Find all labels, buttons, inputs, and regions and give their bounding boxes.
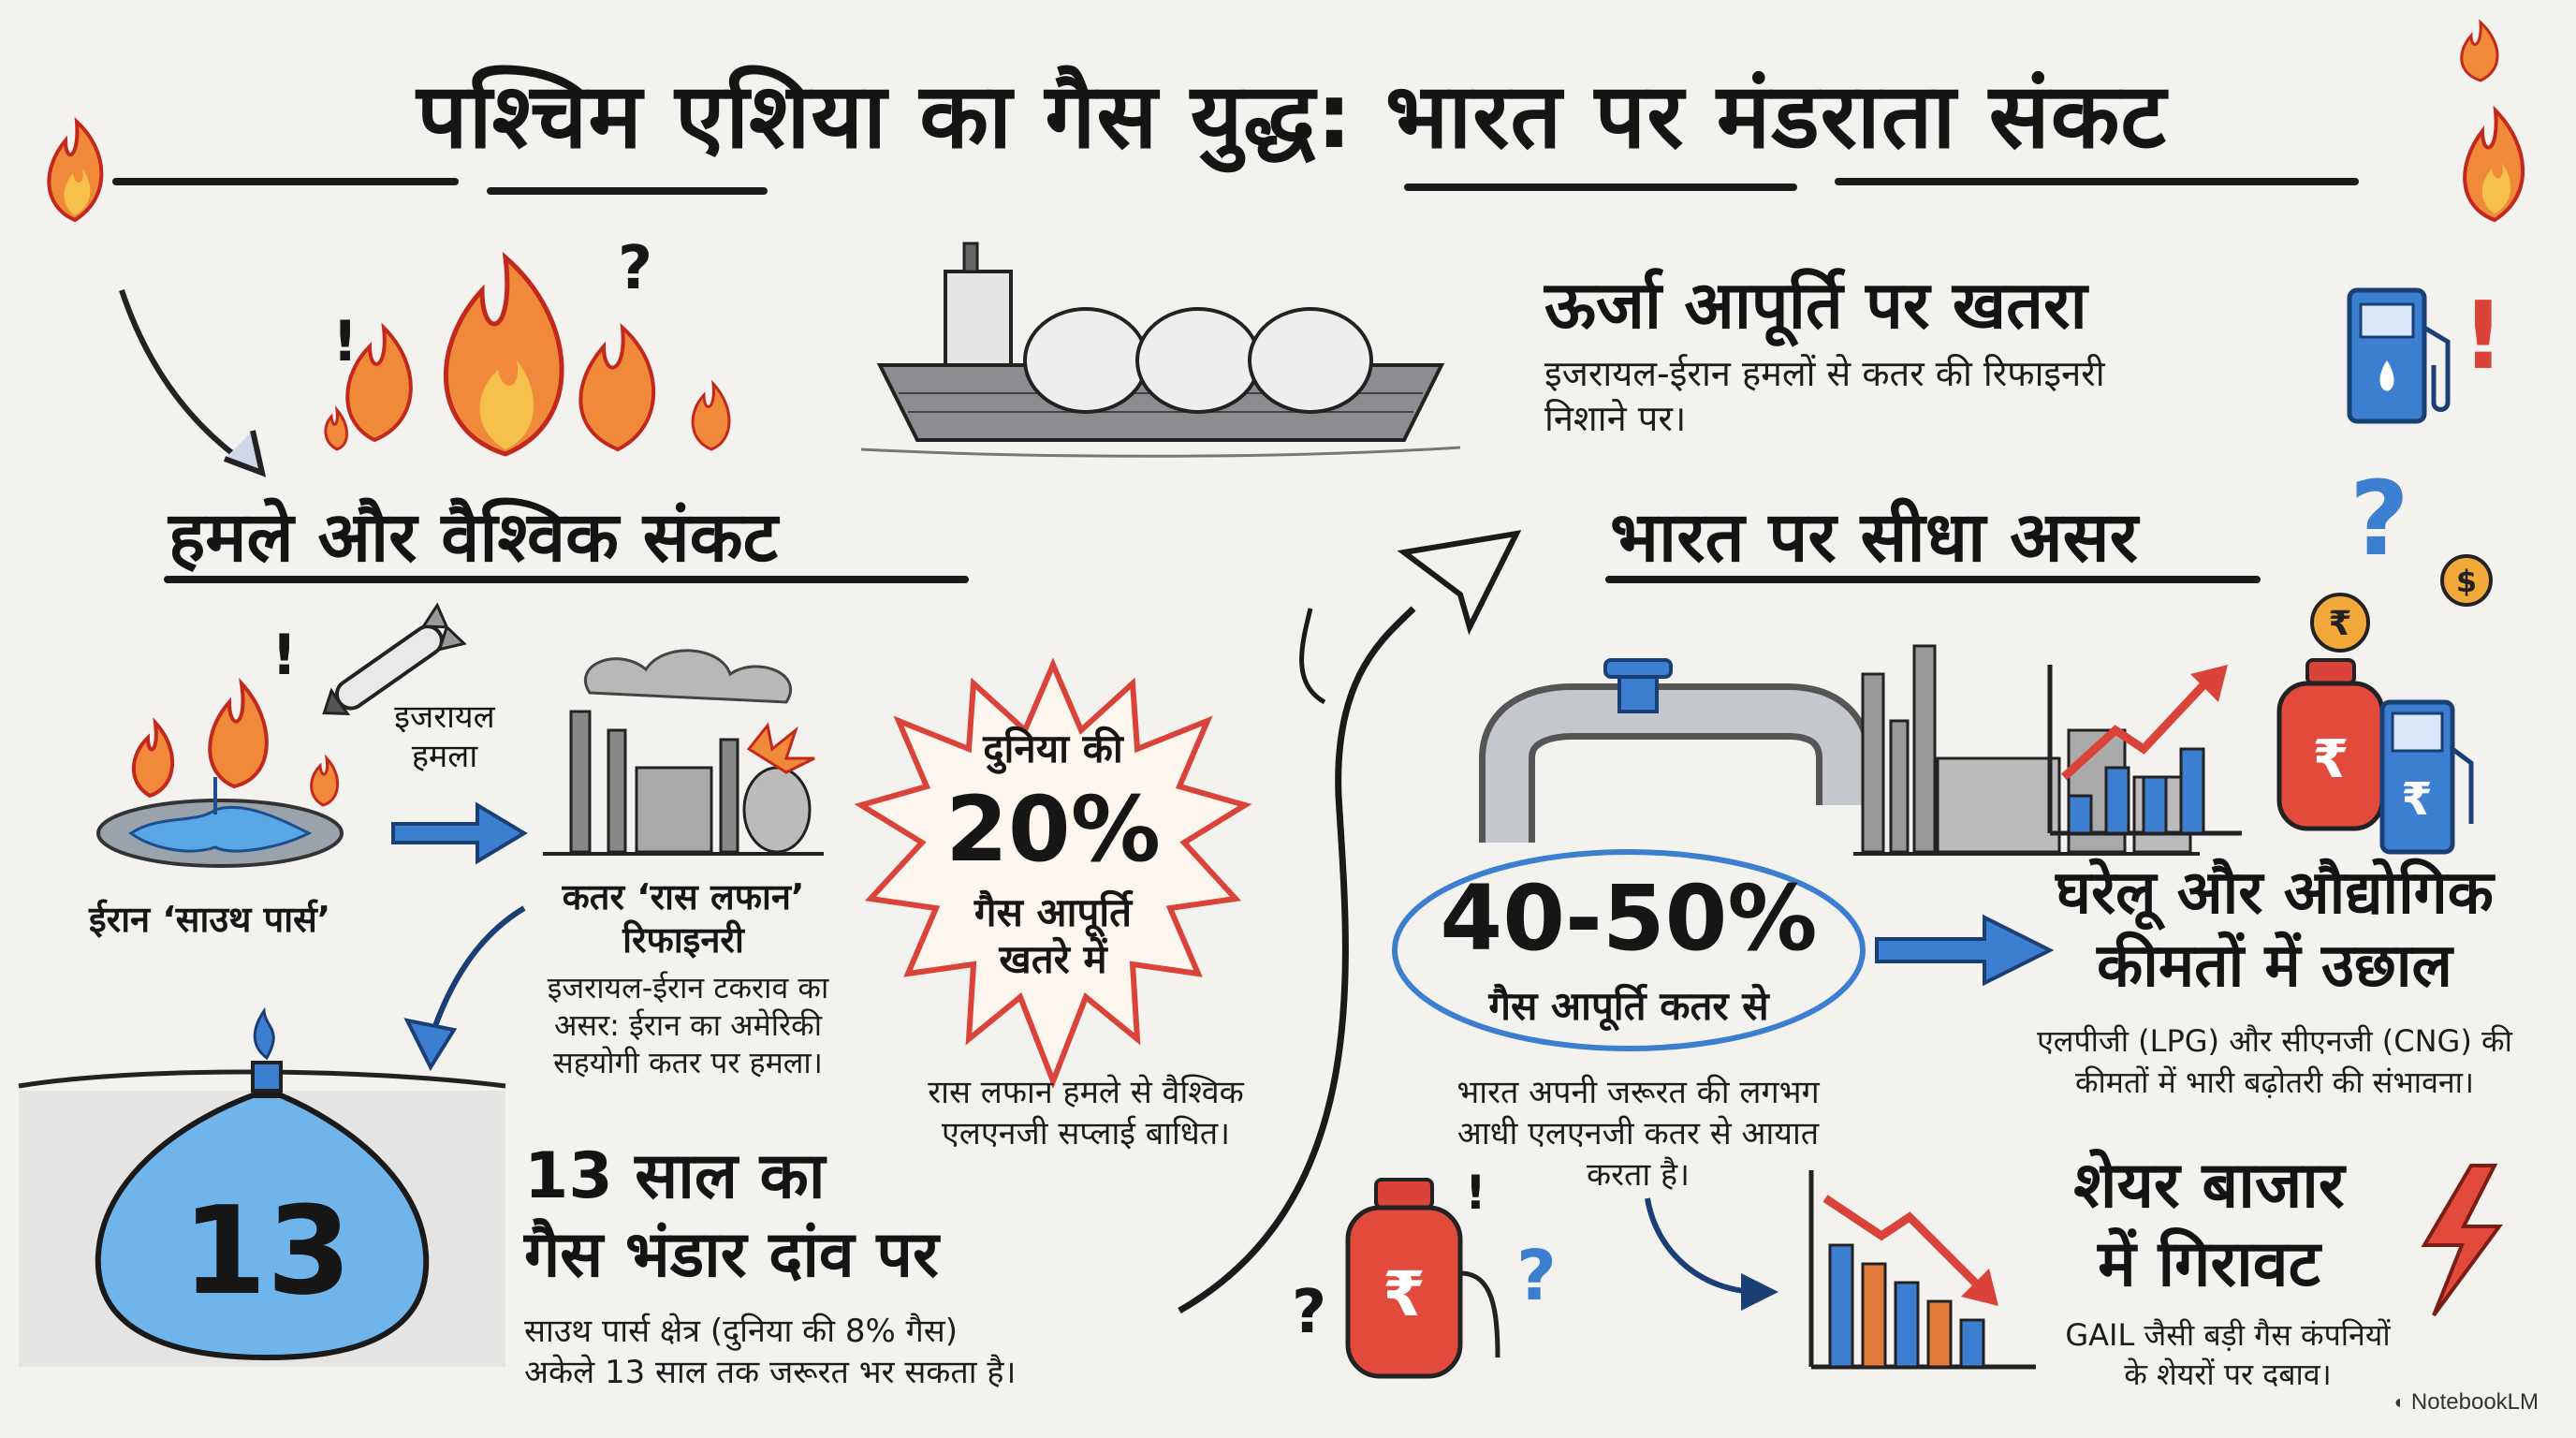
fuel-pump-icon: ₹ (2379, 699, 2474, 855)
question-icon: ? (1516, 1236, 1557, 1316)
gas-cylinder-icon: ₹ (1345, 1178, 1500, 1379)
gas-field-icon (96, 677, 344, 868)
fire-icon (324, 251, 731, 457)
right-arrow-icon (1875, 914, 2055, 987)
brand-label: NotebookLM (2410, 1389, 2539, 1415)
down-arrow-icon (119, 289, 267, 477)
gas-cylinder-icon: ₹ (2276, 658, 2385, 831)
qatar-refinery-label: कतर ‘रास लफान’ रिफाइनरी (562, 876, 805, 961)
rupee-coin-icon: ₹ (2310, 593, 2370, 653)
curved-arrow-icon (403, 905, 526, 1072)
title-underline (112, 178, 459, 185)
right-arrow-icon (391, 801, 528, 865)
energy-desc: इजरायल-ईरान हमलों से कतर की रिफाइनरी निश… (1544, 353, 2105, 439)
exclamation-icon: ! (332, 309, 359, 374)
exclamation-icon: ! (1465, 1166, 1486, 1220)
israel-attack-label: इजरायल हमला (394, 698, 495, 775)
reserve-heading: 13 साल का गैस भंडार दांव पर (524, 1139, 939, 1292)
exclamation-icon: ! (2462, 281, 2505, 390)
dollar-coin-icon: $ (2440, 554, 2493, 607)
burst-shape (854, 657, 1252, 1090)
curved-arrow-icon (1645, 1197, 1778, 1311)
falling-chart-icon (1808, 1170, 2036, 1370)
qatar-desc: इजरायल-ईरान टकराव का असर: ईरान का अमेरिक… (547, 970, 829, 1080)
question-icon: ? (2349, 459, 2409, 579)
lightning-icon (2421, 1164, 2503, 1317)
fuel-pump-icon (2347, 287, 2451, 424)
market-heading: शेयर बाजार में गिरावट (2073, 1149, 2345, 1301)
india-percent-label: गैस आपूर्ति कतर से (1488, 983, 1769, 1029)
prices-desc: एलपीजी (LPG) और सीएनजी (CNG) की कीमतों म… (2037, 1023, 2512, 1100)
page-title: पश्चिम एशिया का गैस युद्ध: भारत पर मंडरा… (417, 64, 2167, 169)
india-desc: भारत अपनी जरूरत की लगभग आधी एलएनजी कतर स… (1456, 1074, 1820, 1194)
burst-line2: गैस आपूर्ति खतरे में (973, 889, 1133, 982)
reserve-number: 13 (182, 1180, 352, 1322)
market-desc: GAIL जैसी बड़ी गैस कंपनियों के शेयरों पर… (2065, 1317, 2391, 1392)
india-percent: 40-50% (1440, 866, 1818, 971)
attacks-heading: हमले और वैश्विक संकट (168, 497, 778, 578)
flow-arrow-icon (1178, 530, 1522, 1314)
title-underline (487, 187, 768, 195)
prices-heading: घरेलू और औद्योगिक कीमतों में उछाल (2056, 858, 2494, 1001)
attacks-heading-underline (164, 576, 969, 583)
brand-logo: ◐ NotebookLM (2394, 1389, 2539, 1416)
reserve-desc: साउथ पार्स क्षेत्र (दुनिया की 8% गैस) अक… (524, 1313, 1017, 1391)
burst-caption: रास लफान हमले से वैश्विक एलएनजी सप्लाई ब… (928, 1074, 1244, 1152)
burst-percent: 20% (945, 777, 1161, 882)
fire-icon (2460, 19, 2499, 82)
notebooklm-icon: ◐ (2393, 1391, 2406, 1413)
svg-text:₹: ₹ (2313, 729, 2349, 790)
burst-line1: दुनिया की (983, 726, 1123, 771)
iran-south-pars-label: ईरान ‘साउथ पार्स’ (89, 899, 331, 940)
question-icon: ? (1292, 1278, 1327, 1347)
exclamation-icon: ! (271, 623, 298, 688)
fire-icon (2463, 105, 2525, 223)
missile-icon (322, 602, 467, 716)
india-heading: भारत पर सीधा असर (1610, 497, 2138, 578)
energy-heading: ऊर्जा आपूर्ति पर खतरा (1544, 267, 2087, 344)
svg-text:$: $ (2456, 564, 2477, 599)
highlight-circle (1392, 849, 1866, 1051)
rising-chart-icon (2047, 665, 2242, 836)
title-underline (1404, 183, 1797, 191)
pipeline-icon (1479, 644, 2200, 856)
svg-text:₹: ₹ (2328, 605, 2351, 643)
tanker-ship-icon (860, 242, 1461, 458)
svg-text:₹: ₹ (1383, 1258, 1426, 1330)
title-underline (1835, 178, 2359, 185)
india-heading-underline (1605, 576, 2261, 583)
svg-text:₹: ₹ (2401, 773, 2432, 826)
question-icon: ? (618, 234, 653, 303)
gas-reserve-icon (18, 1006, 506, 1367)
fire-icon (47, 117, 104, 223)
refinery-icon (543, 649, 824, 856)
